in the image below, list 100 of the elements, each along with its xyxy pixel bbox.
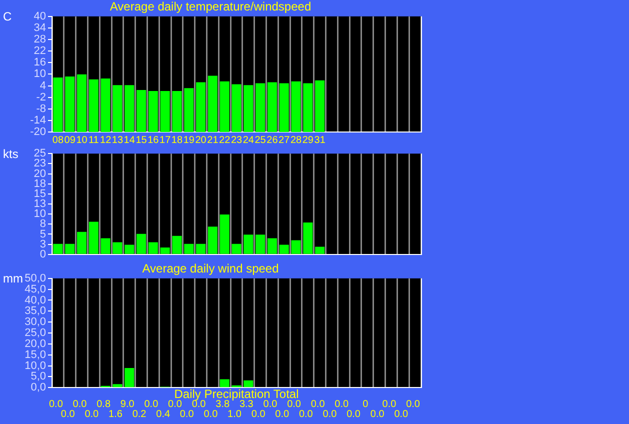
bar [244,234,254,254]
x-tick-label: 28 [290,134,302,146]
bar [267,238,277,254]
x-tick-label: 31 [314,134,326,146]
data-label: 0.0 [334,398,350,410]
data-label: 0.4 [156,408,170,420]
bar [196,82,206,132]
y-tick-label: 5 [40,228,46,240]
y-tick-label: 35,0 [24,305,46,318]
y-tick-label: 10 [34,208,46,220]
bar [172,236,182,254]
y-tick-label: 15 [34,188,46,200]
bar [220,81,230,132]
data-label: 1.0 [228,408,242,420]
x-tick-label: 15 [136,134,148,146]
y-tick-label: 15,0 [24,348,46,361]
bar [160,248,170,254]
bar [220,214,230,254]
x-tick-label: 18 [171,134,183,146]
y-tick-label: 22 [34,45,46,58]
data-label: 0.0 [144,398,159,410]
data-label: 0.0 [370,408,385,420]
bar [303,222,313,254]
bar [124,244,134,254]
x-tick-label: 08 [52,134,64,146]
chart-title: Average daily temperature/windspeed [110,0,312,14]
y-axis-title: mm [3,272,23,286]
bar [244,380,254,388]
bar [53,244,63,254]
bar [65,244,75,254]
bar [256,83,266,132]
data-label: 0.0 [394,408,409,420]
bar [76,74,87,132]
x-tick-label: 21 [207,134,219,146]
bar [267,82,277,132]
y-tick-label: -14 [30,114,46,126]
data-label: 0.0 [346,408,361,420]
y-tick-label: 23 [34,158,46,170]
y-tick-label: 40,0 [24,294,46,306]
bar [279,244,289,254]
bar [124,85,134,132]
bar [279,83,289,132]
y-tick-label: 0 [40,248,46,260]
data-label: 0.0 [406,398,420,410]
y-tick-label: 40 [34,10,46,22]
y-tick-label: 4 [40,80,46,92]
data-label: 0.0 [72,398,88,410]
bar [136,90,146,132]
y-tick-label: -2 [36,91,46,104]
data-label: 0.0 [287,398,302,410]
y-tick-label: 20 [34,168,46,180]
x-tick-label: 19 [183,134,195,146]
bar [184,88,194,132]
data-label: 0.0 [298,408,314,420]
x-axis-title: Daily Precipitation Total [174,387,299,402]
y-tick-label: 45,0 [24,283,46,296]
x-tick-label: 25 [254,134,266,146]
bar [88,79,98,132]
x-tick-label: 13 [112,134,124,146]
chart-title: Average daily wind speed [142,262,279,276]
y-tick-label: 34 [34,22,46,34]
bar [315,80,325,132]
data-label: 0 [362,398,369,410]
y-tick-label: 16 [34,56,46,69]
data-label: 0.0 [263,398,278,410]
bar [65,76,75,132]
y-tick-label: 20,0 [24,338,46,350]
x-tick-label: 27 [278,134,290,146]
y-tick-label: 0,0 [30,382,46,394]
y-tick-label: 8 [40,218,46,230]
bar [100,238,110,254]
y-tick-label: 25,0 [24,327,46,340]
data-label: 0.0 [251,408,266,420]
x-tick-label: 22 [219,134,231,146]
bar [184,244,194,254]
bar [208,226,218,254]
data-label: 0.0 [192,398,206,410]
y-tick-label: 5,0 [30,370,46,383]
bar [88,222,98,254]
bar [160,90,170,132]
bar [315,246,325,254]
bar [124,368,134,388]
bar [291,81,301,132]
bar [148,90,158,132]
y-tick-label: -20 [30,126,46,138]
data-label: 0.0 [60,408,76,420]
data-label: 0.2 [132,408,147,420]
bar [148,242,158,254]
x-tick-label: 26 [266,134,278,146]
data-label: 0.0 [322,408,338,420]
x-tick-label: 29 [302,134,314,146]
x-tick-label: 16 [148,134,160,146]
bar [53,77,63,132]
data-label: 0.0 [275,408,290,420]
data-label: 0.0 [168,398,182,410]
data-label: 3.3 [239,398,254,410]
data-label: 0.0 [49,398,64,410]
x-tick-label: 20 [195,134,207,146]
bar [136,234,146,254]
bar [232,244,242,254]
